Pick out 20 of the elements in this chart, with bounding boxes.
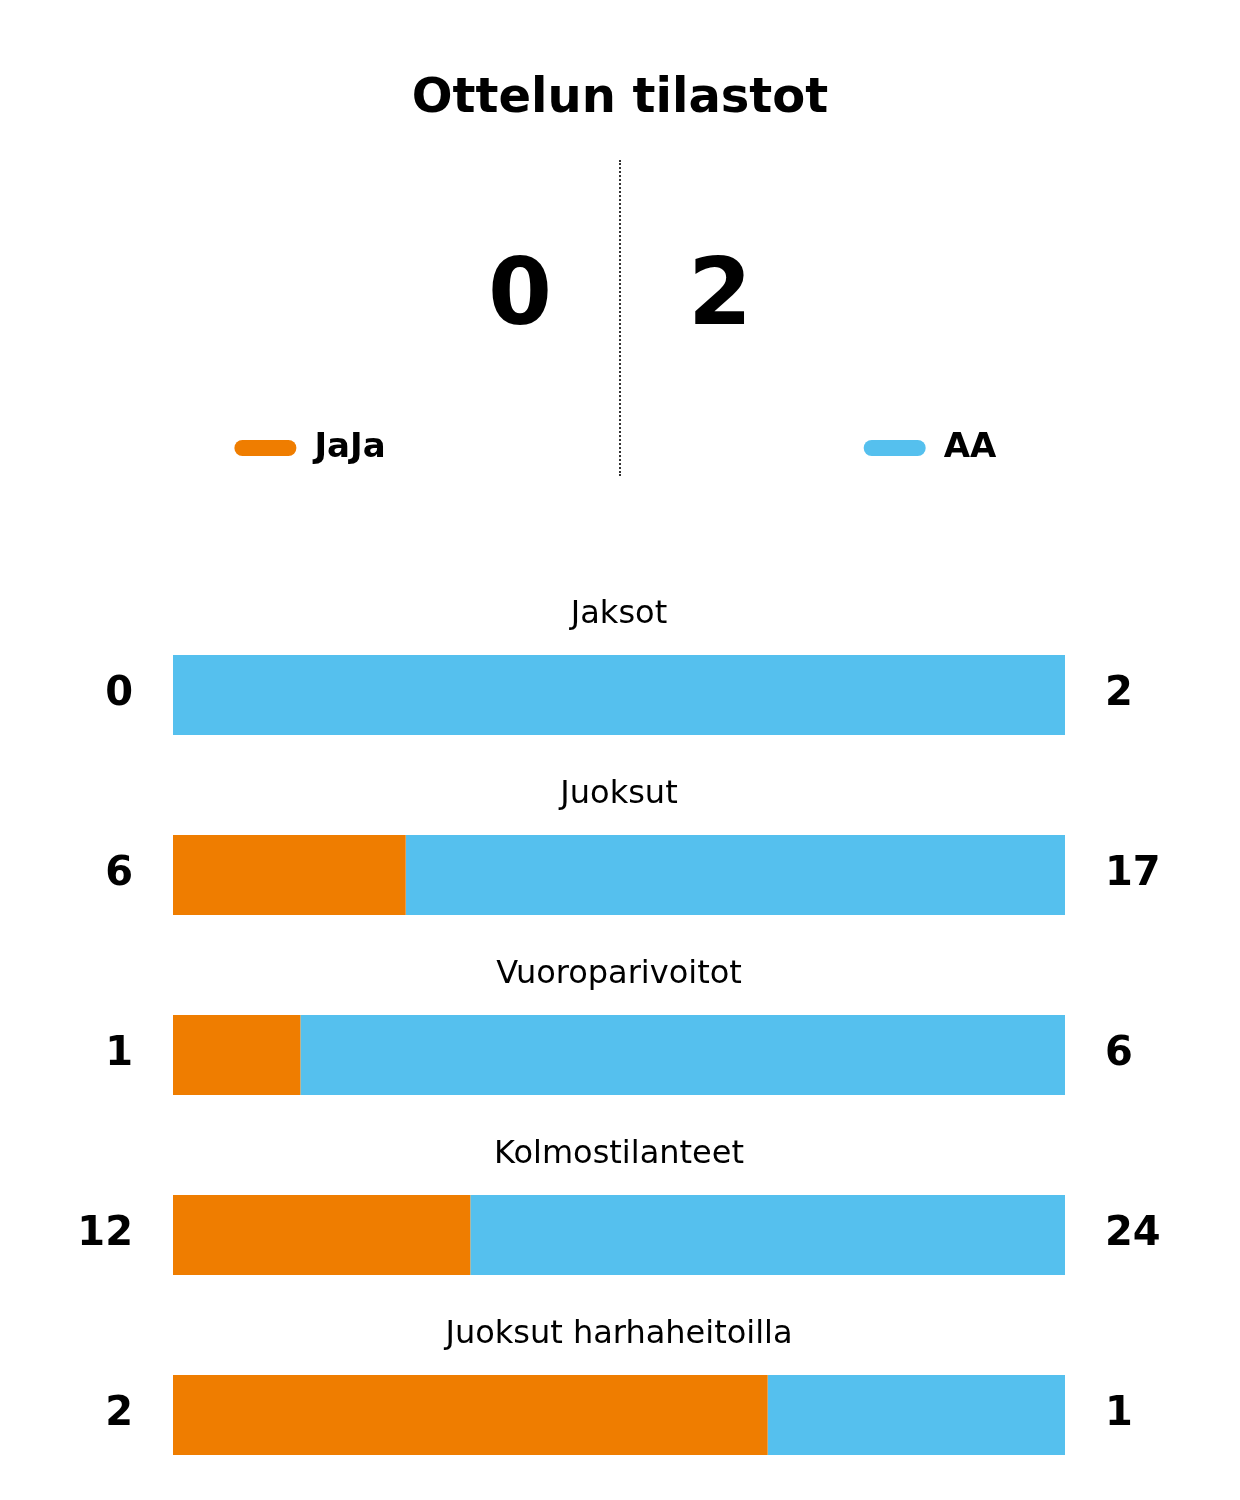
data-label: 6	[105, 848, 133, 895]
data-label: 0	[105, 668, 133, 715]
chart-title: Ottelun tilastot	[411, 67, 829, 124]
data-label: 6	[1105, 1028, 1133, 1075]
text: 2	[687, 238, 753, 346]
legend-label: AA	[943, 424, 997, 465]
data-label: 2	[1105, 668, 1133, 715]
y-tick-label: Vuoroparivoitot	[496, 953, 742, 992]
data-label: 24	[1105, 1208, 1161, 1255]
legend-label: JaJa	[312, 424, 386, 465]
y-tick-label: Jaksot	[568, 593, 668, 632]
y-tick-label: Juoksut	[558, 773, 678, 812]
data-label: 12	[77, 1208, 133, 1255]
data-label: 17	[1105, 848, 1161, 895]
y-tick-label: Kolmostilanteet	[494, 1133, 744, 1172]
text: 0	[487, 238, 553, 346]
data-label: 2	[105, 1388, 133, 1435]
data-label: 1	[105, 1028, 133, 1075]
data-label: 1	[1105, 1388, 1133, 1435]
y-tick-label: Juoksut harhaheitoilla	[443, 1313, 793, 1352]
